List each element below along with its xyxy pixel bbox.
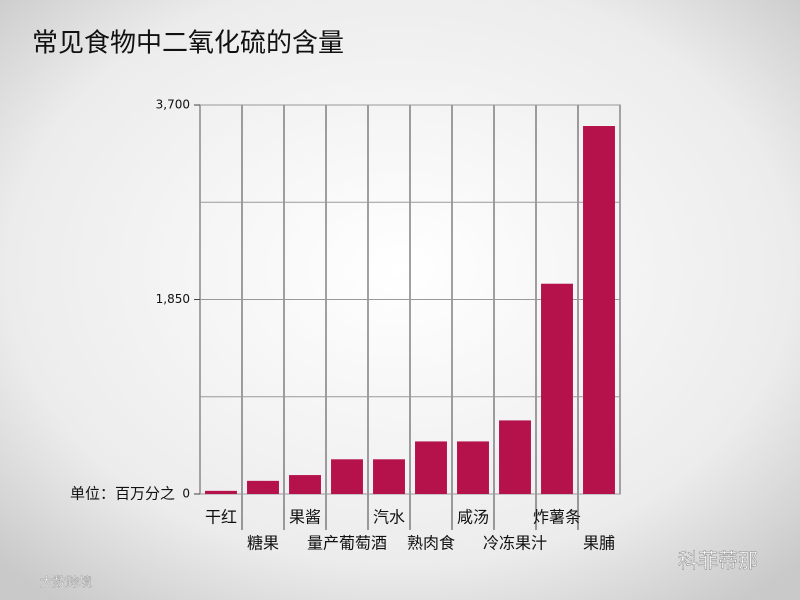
x-tick-label: 咸汤 [457,508,489,527]
x-tick-label: 量产葡萄酒 [307,534,387,553]
bar [541,283,573,494]
x-tick-label: 汽水 [373,508,405,527]
bar [499,420,531,494]
x-tick-label: 果酱 [289,508,321,527]
bar [457,441,489,494]
chart-title: 常见食物中二氧化硫的含量 [32,29,344,59]
bar [331,459,363,494]
watermark: 大数跨境 [40,576,92,591]
unit-label: 单位：百万分之 [70,485,175,503]
x-tick-label: 熟肉食 [407,534,455,553]
y-tick-label: 1,850 [156,292,190,306]
y-tick-label: 3,700 [156,98,190,112]
x-tick-label: 果脯 [583,534,615,553]
x-tick-label: 冷冻果汁 [483,534,547,553]
y-tick-label: 0 [182,487,190,501]
x-tick-label: 炸薯条 [533,508,581,527]
bar [289,475,321,494]
bar [247,480,279,494]
x-tick-label: 干红 [205,508,237,527]
x-tick-label: 糖果 [247,534,279,553]
bar [373,459,405,494]
bar [415,441,447,494]
bar [205,490,237,494]
watermark: 科菲蒂那 [678,549,758,573]
bar [583,126,615,494]
